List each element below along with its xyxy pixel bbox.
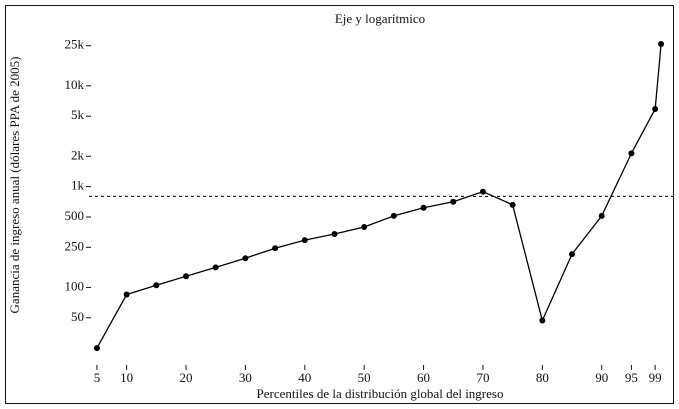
data-point <box>212 264 219 271</box>
x-tick-label: 10 <box>120 370 133 385</box>
frame <box>5 5 674 404</box>
y-axis-label: Ganancia de ingreso anual (dólares PPA d… <box>7 57 22 314</box>
data-point <box>479 188 486 195</box>
data-point <box>450 198 457 205</box>
data-point <box>153 282 160 289</box>
x-tick-label: 50 <box>358 370 371 385</box>
y-tick-label: 1k <box>71 178 85 193</box>
data-point <box>123 291 130 298</box>
y-tick-label: 250 <box>65 238 85 253</box>
data-point <box>183 273 190 280</box>
data-point <box>93 345 100 352</box>
y-tick-label: 2k <box>71 147 85 162</box>
data-point <box>658 41 665 48</box>
x-tick-label: 95 <box>625 370 638 385</box>
data-point <box>420 204 427 211</box>
data-point <box>242 255 249 262</box>
x-tick-label: 30 <box>239 370 252 385</box>
x-tick-label: 40 <box>298 370 311 385</box>
x-tick-label: 5 <box>94 370 101 385</box>
data-point <box>509 201 516 208</box>
x-axis-label: Percentiles de la distribución global de… <box>257 386 504 401</box>
x-tick-label: 60 <box>417 370 430 385</box>
y-tick-label: 10k <box>65 77 85 92</box>
y-tick-label: 500 <box>65 208 85 223</box>
x-tick-label: 20 <box>180 370 193 385</box>
y-tick-label: 50 <box>71 309 84 324</box>
x-tick-label: 99 <box>649 370 662 385</box>
data-point <box>390 212 397 219</box>
data-point <box>361 223 368 230</box>
y-tick-label: 100 <box>65 278 85 293</box>
data-point <box>628 150 635 157</box>
data-point <box>331 230 338 237</box>
data-point <box>301 237 308 244</box>
x-tick-label: 90 <box>595 370 608 385</box>
y-tick-label: 25k <box>65 37 85 52</box>
chart-title: Eje y logarítmico <box>335 11 425 26</box>
data-point <box>652 106 659 113</box>
data-point <box>598 212 605 219</box>
x-tick-label: 70 <box>476 370 489 385</box>
y-tick-label: 5k <box>71 107 85 122</box>
data-point <box>272 245 279 252</box>
data-point <box>539 317 546 324</box>
x-tick-label: 80 <box>536 370 549 385</box>
data-point <box>569 251 576 258</box>
